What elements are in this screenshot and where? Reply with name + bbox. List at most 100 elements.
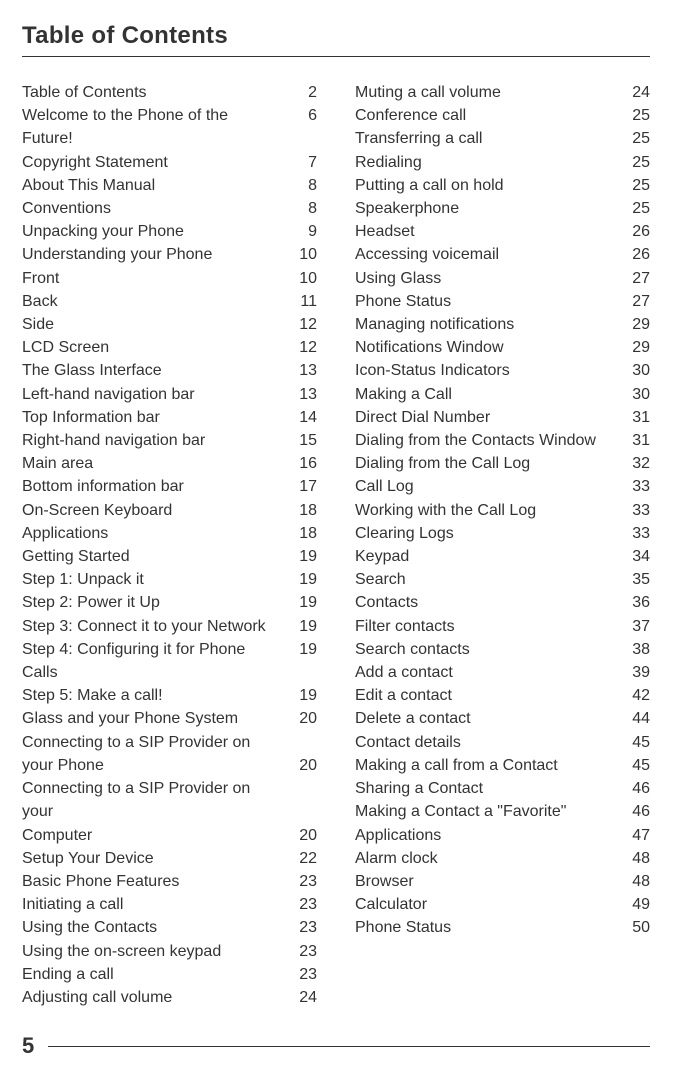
toc-label: Initiating a call [22,893,283,916]
toc-page: 25 [624,151,650,174]
toc-page: 25 [624,197,650,220]
toc-row: Using Glass27 [355,267,650,290]
toc-row: Search35 [355,568,650,591]
toc-label: Side [22,313,283,336]
toc-label: Direct Dial Number [355,406,616,429]
toc-row: Left-hand navigation bar13 [22,383,317,406]
toc-row: Call Log33 [355,475,650,498]
toc-row: Icon-Status Indicators30 [355,359,650,382]
toc-row: LCD Screen12 [22,336,317,359]
toc-label: Step 2: Power it Up [22,591,283,614]
toc-row: Using the on-screen keypad23 [22,940,317,963]
toc-row: Notifications Window29 [355,336,650,359]
toc-label: Getting Started [22,545,283,568]
toc-label: Contact details [355,731,616,754]
toc-row: your Phone20 [22,754,317,777]
toc-label: Glass and your Phone System [22,707,283,730]
toc-row: Transferring a call25 [355,127,650,150]
toc-label: Applications [355,824,616,847]
toc-row: Connecting to a SIP Provider on your [22,777,317,823]
toc-label: Understanding your Phone [22,243,283,266]
toc-page: 13 [291,383,317,406]
toc-page: 46 [624,777,650,800]
toc-label: Accessing voicemail [355,243,616,266]
toc-page: 11 [291,290,317,313]
toc-label: Making a Call [355,383,616,406]
toc-page: 18 [291,499,317,522]
toc-page: 36 [624,591,650,614]
toc-row: About This Manual8 [22,174,317,197]
toc-page: 30 [624,383,650,406]
toc-row: Accessing voicemail26 [355,243,650,266]
toc-label: Welcome to the Phone of the Future! [22,104,283,150]
title-rule [22,56,650,57]
toc-row: Alarm clock 48 [355,847,650,870]
toc-row: Headset26 [355,220,650,243]
toc-label: Setup Your Device [22,847,283,870]
toc-page: 10 [291,243,317,266]
toc-label: Speakerphone [355,197,616,220]
toc-label: Top Information bar [22,406,283,429]
toc-page: 49 [624,893,650,916]
toc-row: Setup Your Device22 [22,847,317,870]
toc-page: 33 [624,475,650,498]
toc-row: Back 11 [22,290,317,313]
toc-row: Delete a contact44 [355,707,650,730]
toc-row: Direct Dial Number31 [355,406,650,429]
toc-label: Using the on-screen keypad [22,940,283,963]
toc-label: Using Glass [355,267,616,290]
toc-row: Working with the Call Log33 [355,499,650,522]
toc-label: Connecting to a SIP Provider on [22,731,283,754]
toc-label: Front [22,267,283,290]
toc-page: 24 [624,81,650,104]
toc-label: Step 4: Configuring it for Phone Calls [22,638,283,684]
toc-page: 7 [291,151,317,174]
toc-row: Ending a call23 [22,963,317,986]
toc-page: 23 [291,916,317,939]
toc-label: LCD Screen [22,336,283,359]
toc-row: Conference call25 [355,104,650,127]
toc-label: Right-hand navigation bar [22,429,283,452]
toc-page: 45 [624,731,650,754]
toc-row: Calculator49 [355,893,650,916]
toc-page: 50 [624,916,650,939]
toc-page: 12 [291,313,317,336]
toc-label: Unpacking your Phone [22,220,283,243]
toc-label: Back [22,290,283,313]
toc-label: Dialing from the Call Log [355,452,616,475]
toc-row: Clearing Logs33 [355,522,650,545]
toc-page: 37 [624,615,650,638]
toc-columns: Table of Contents2Welcome to the Phone o… [22,81,650,1009]
toc-page: 16 [291,452,317,475]
toc-label: Search contacts [355,638,616,661]
toc-row: Muting a call volume 24 [355,81,650,104]
toc-label: Filter contacts [355,615,616,638]
toc-row: Unpacking your Phone9 [22,220,317,243]
toc-page: 6 [291,104,317,127]
toc-row: Using the Contacts23 [22,916,317,939]
toc-page: 14 [291,406,317,429]
toc-label: Computer [22,824,283,847]
toc-label: Redialing [355,151,616,174]
toc-label: Conference call [355,104,616,127]
toc-page: 15 [291,429,317,452]
toc-page: 17 [291,475,317,498]
toc-row: Browser48 [355,870,650,893]
toc-row: Search contacts38 [355,638,650,661]
toc-page: 20 [291,754,317,777]
toc-label: Adjusting call volume [22,986,283,1009]
toc-page: 33 [624,522,650,545]
toc-row: On-Screen Keyboard18 [22,499,317,522]
toc-label: Muting a call volume [355,81,616,104]
toc-label: Keypad [355,545,616,568]
toc-label: Making a Contact a "Favorite" [355,800,616,823]
toc-page: 19 [291,615,317,638]
toc-label: Add a contact [355,661,616,684]
toc-row: Dialing from the Contacts Window31 [355,429,650,452]
toc-label: Edit a contact [355,684,616,707]
toc-page: 48 [624,847,650,870]
toc-page: 30 [624,359,650,382]
toc-label: Alarm clock [355,847,616,870]
toc-label: Applications [22,522,283,545]
toc-label: Phone Status [355,290,616,313]
